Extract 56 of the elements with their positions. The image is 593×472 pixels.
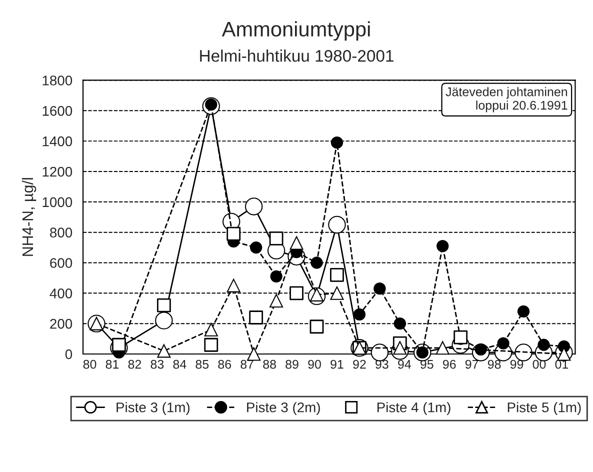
y-axis-title: NH4-N, µg/l bbox=[22, 178, 36, 256]
x-tick-label: 94 bbox=[398, 360, 411, 369]
x-tick-label: 90 bbox=[308, 360, 321, 369]
x-tick-label: 98 bbox=[488, 360, 501, 369]
chart-subtitle: Helmi-huhtikuu 1980-2001 bbox=[200, 50, 394, 62]
x-tick-label: 92 bbox=[353, 360, 366, 369]
legend-label: Piste 3 (2m) bbox=[247, 402, 320, 416]
point bbox=[353, 308, 366, 321]
point bbox=[155, 312, 173, 330]
x-tick-label: 80 bbox=[83, 360, 96, 369]
point bbox=[328, 216, 346, 234]
point bbox=[497, 337, 510, 350]
point bbox=[454, 330, 468, 344]
y-tick-label: 1800 bbox=[42, 76, 72, 86]
legend-label: Piste 3 (1m) bbox=[116, 402, 190, 416]
point bbox=[436, 240, 449, 252]
y-tick-label: 400 bbox=[50, 288, 72, 298]
y-tick-label: 1400 bbox=[42, 136, 72, 146]
point bbox=[514, 344, 532, 362]
y-tick-label: 0 bbox=[65, 349, 72, 360]
point bbox=[226, 226, 241, 241]
point bbox=[538, 338, 550, 351]
y-tick-label: 1000 bbox=[42, 197, 72, 208]
x-tick-label: 96 bbox=[442, 360, 456, 369]
x-tick-label: 85 bbox=[196, 360, 209, 369]
point bbox=[394, 318, 406, 330]
x-tick-label: 91 bbox=[330, 360, 344, 369]
point bbox=[310, 320, 324, 334]
x-tick-label: 88 bbox=[263, 360, 276, 369]
point bbox=[244, 198, 263, 216]
point bbox=[517, 305, 530, 318]
x-tick-label: 99 bbox=[510, 360, 524, 369]
annotation: Jäteveden johtaminen loppui 20.6.1991 bbox=[446, 87, 568, 112]
chart-title: Ammoniumtyppi bbox=[222, 21, 370, 41]
y-tick-label: 200 bbox=[50, 318, 72, 329]
legend-label: Piste 5 (1m) bbox=[508, 402, 581, 416]
y-tick-label: 1600 bbox=[42, 106, 72, 116]
y-tick-label: 1200 bbox=[42, 166, 72, 177]
point bbox=[370, 344, 389, 362]
x-tick-label: 81 bbox=[106, 360, 119, 369]
point bbox=[270, 270, 282, 283]
x-tick-label: 84 bbox=[173, 360, 186, 369]
x-tick-label: 89 bbox=[286, 360, 298, 369]
point bbox=[156, 298, 171, 312]
point bbox=[112, 338, 126, 352]
x-tick-label: 82 bbox=[128, 360, 142, 369]
point bbox=[374, 282, 386, 295]
x-tick-label: 83 bbox=[150, 360, 164, 369]
legend-label: Piste 4 (1m) bbox=[377, 402, 450, 416]
point bbox=[310, 256, 323, 269]
y-tick-label: 600 bbox=[50, 258, 72, 268]
y-tick-label: 800 bbox=[50, 228, 72, 238]
point bbox=[250, 241, 262, 254]
x-tick-label: 86 bbox=[218, 360, 232, 369]
point bbox=[330, 136, 344, 149]
x-tick-label: 97 bbox=[465, 360, 478, 369]
